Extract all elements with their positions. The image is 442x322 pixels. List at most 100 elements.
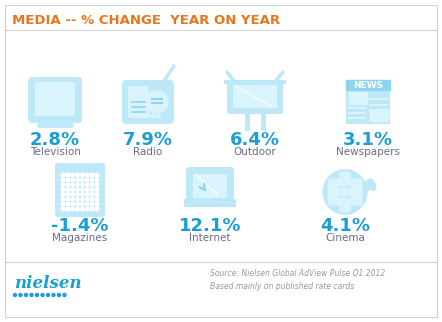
Circle shape [90, 173, 94, 177]
Circle shape [146, 91, 168, 113]
Circle shape [80, 197, 84, 201]
Circle shape [76, 173, 80, 177]
Circle shape [24, 293, 27, 297]
Text: 2.8%: 2.8% [30, 131, 80, 149]
FancyBboxPatch shape [328, 192, 339, 206]
Circle shape [90, 188, 94, 191]
Circle shape [71, 178, 75, 182]
Text: Radio: Radio [133, 147, 163, 157]
Circle shape [71, 173, 75, 177]
FancyBboxPatch shape [186, 167, 234, 205]
Circle shape [340, 187, 350, 197]
Text: nielsen: nielsen [14, 276, 82, 292]
Circle shape [76, 193, 80, 196]
Circle shape [95, 183, 99, 186]
Circle shape [95, 188, 99, 191]
Circle shape [57, 293, 61, 297]
Circle shape [71, 207, 75, 211]
Circle shape [80, 193, 84, 196]
Circle shape [76, 183, 80, 186]
Circle shape [90, 183, 94, 186]
FancyBboxPatch shape [346, 80, 390, 124]
FancyBboxPatch shape [128, 86, 149, 118]
Circle shape [95, 178, 99, 182]
Circle shape [85, 183, 89, 186]
Circle shape [85, 178, 89, 182]
Text: Television: Television [30, 147, 80, 157]
Circle shape [95, 193, 99, 196]
Circle shape [90, 193, 94, 196]
Circle shape [71, 202, 75, 206]
Text: Internet: Internet [189, 233, 231, 243]
Circle shape [46, 293, 50, 297]
Circle shape [146, 114, 150, 118]
Bar [346, 80, 390, 90]
Circle shape [30, 293, 33, 297]
Circle shape [85, 173, 89, 177]
Circle shape [76, 197, 80, 201]
Circle shape [61, 188, 65, 191]
FancyBboxPatch shape [5, 5, 437, 317]
Circle shape [85, 207, 89, 211]
Text: Newspapers: Newspapers [336, 147, 400, 157]
Circle shape [61, 202, 65, 206]
Circle shape [66, 197, 70, 201]
Circle shape [85, 197, 89, 201]
Text: Source: Nielsen Global AdView Pulse Q1 2012
Based mainly on published rate cards: Source: Nielsen Global AdView Pulse Q1 2… [210, 269, 385, 291]
Circle shape [76, 188, 80, 191]
Circle shape [90, 178, 94, 182]
Text: NEWS: NEWS [353, 80, 383, 90]
FancyBboxPatch shape [55, 163, 105, 217]
Text: 3.1%: 3.1% [343, 131, 393, 149]
Circle shape [61, 183, 65, 186]
Circle shape [61, 178, 65, 182]
Text: magazine: magazine [95, 175, 99, 202]
Circle shape [90, 207, 94, 211]
Circle shape [95, 202, 99, 206]
Circle shape [66, 183, 70, 186]
FancyBboxPatch shape [35, 82, 75, 116]
Circle shape [71, 183, 75, 186]
Circle shape [66, 207, 70, 211]
Bar [349, 92, 367, 104]
Circle shape [66, 193, 70, 196]
Circle shape [61, 173, 65, 177]
Circle shape [80, 202, 84, 206]
Circle shape [35, 293, 38, 297]
Circle shape [90, 202, 94, 206]
Text: 7.9%: 7.9% [123, 131, 173, 149]
Circle shape [323, 170, 367, 214]
FancyBboxPatch shape [339, 172, 351, 186]
Text: Cinema: Cinema [325, 233, 365, 243]
Circle shape [66, 173, 70, 177]
Text: Outdoor: Outdoor [234, 147, 276, 157]
FancyBboxPatch shape [227, 80, 283, 114]
FancyBboxPatch shape [339, 198, 351, 212]
Circle shape [80, 173, 84, 177]
Text: -1.4%: -1.4% [51, 217, 109, 235]
Circle shape [80, 183, 84, 186]
Circle shape [14, 293, 16, 297]
Circle shape [85, 188, 89, 191]
Circle shape [63, 293, 66, 297]
FancyBboxPatch shape [28, 77, 82, 123]
Circle shape [41, 293, 44, 297]
FancyBboxPatch shape [351, 192, 362, 206]
Circle shape [66, 202, 70, 206]
Circle shape [61, 207, 65, 211]
Circle shape [76, 207, 80, 211]
FancyBboxPatch shape [328, 178, 339, 193]
Circle shape [95, 197, 99, 201]
Circle shape [156, 114, 160, 118]
Circle shape [80, 207, 84, 211]
Bar [370, 109, 389, 121]
Circle shape [76, 178, 80, 182]
Circle shape [52, 293, 55, 297]
FancyBboxPatch shape [193, 174, 227, 198]
Circle shape [66, 188, 70, 191]
Text: 12.1%: 12.1% [179, 217, 241, 235]
Circle shape [80, 178, 84, 182]
Circle shape [61, 193, 65, 196]
FancyBboxPatch shape [184, 199, 236, 207]
Circle shape [151, 114, 155, 118]
